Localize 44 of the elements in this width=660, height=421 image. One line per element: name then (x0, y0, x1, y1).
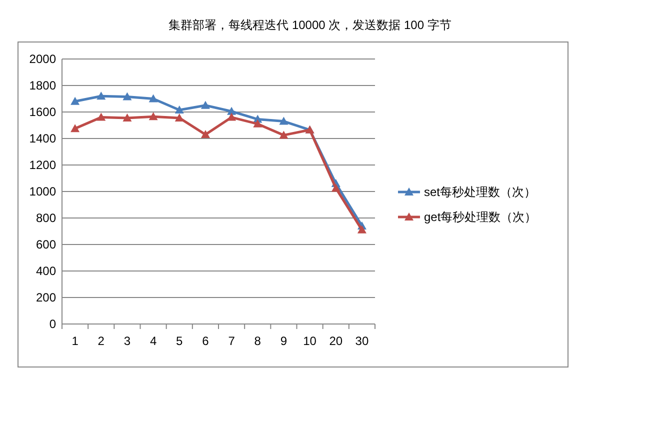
x-tick-label: 10 (303, 334, 317, 348)
point (253, 119, 262, 128)
x-tick-label: 8 (254, 334, 262, 348)
y-tick-label: 1400 (29, 132, 56, 146)
point (279, 130, 288, 139)
y-tick-label: 400 (36, 264, 56, 278)
y-tick-label: 1800 (29, 78, 56, 92)
point (70, 124, 80, 132)
point (70, 96, 80, 105)
y-tick-label: 0 (49, 317, 56, 331)
y-tick-label: 2000 (29, 52, 56, 66)
x-tick-label: 9 (280, 334, 288, 348)
point (200, 100, 210, 109)
y-tick-label: 1600 (29, 105, 56, 119)
point (227, 106, 236, 115)
x-tick-label: 5 (176, 334, 184, 348)
point (200, 130, 210, 138)
x-tick-label: 20 (329, 334, 343, 348)
chart-title: 集群部署，每线程迭代 10000 次，发送数据 100 字节 (168, 18, 452, 32)
point (331, 184, 340, 192)
x-tick-label: 2 (98, 334, 105, 348)
y-tick-label: 1200 (29, 158, 56, 172)
y-tick-label: 800 (36, 211, 56, 225)
x-tick-label: 30 (355, 334, 369, 348)
point (122, 92, 132, 100)
x-tick-label: 3 (124, 334, 131, 348)
legend-label: get每秒处理数（次） (424, 210, 537, 224)
x-tick-label: 6 (202, 334, 210, 348)
y-tick-label: 600 (36, 238, 56, 252)
x-tick-label: 4 (150, 334, 157, 348)
point (96, 112, 106, 121)
y-tick-label: 200 (36, 290, 56, 304)
point (96, 92, 106, 100)
point (174, 106, 184, 114)
legend-label: set每秒处理数（次） (424, 185, 536, 199)
point (357, 225, 366, 234)
point (148, 94, 158, 102)
y-tick-label: 1000 (29, 184, 56, 198)
x-tick-label: 1 (72, 334, 79, 348)
x-tick-label: 7 (228, 334, 236, 348)
point (122, 113, 132, 122)
point (279, 116, 288, 125)
point (227, 112, 236, 121)
point (148, 112, 158, 120)
